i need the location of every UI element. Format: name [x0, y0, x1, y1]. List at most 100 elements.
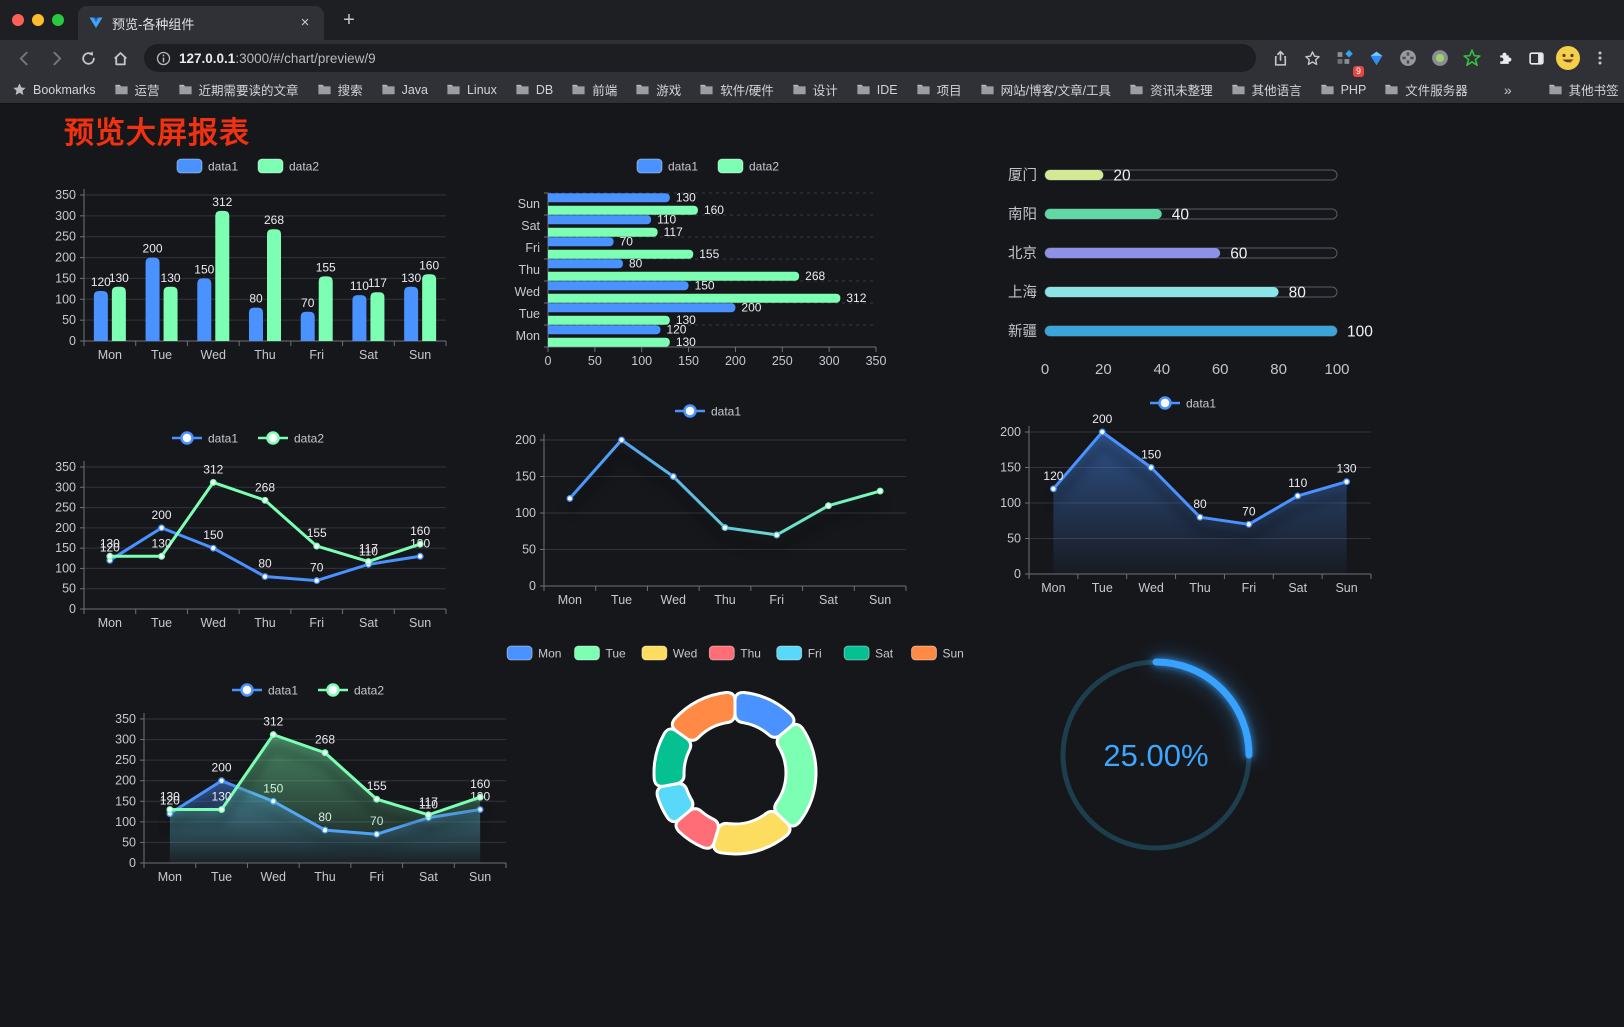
series-data2[interactable]: 130 130 312 268 155 117 160 — [109, 195, 440, 341]
menu-kebab-icon[interactable] — [1586, 44, 1614, 72]
pie-slice-Thu[interactable] — [674, 807, 720, 850]
bookmark-item[interactable]: Linux — [446, 82, 497, 97]
series-data1[interactable]: 120 200 150 80 70 110 130 — [1043, 412, 1357, 574]
svg-text:Sat: Sat — [819, 593, 838, 607]
chart-area-line[interactable]: data1 0 50 100 150 200 Mon Tue Wed Thu Fri Sat Sun 12… — [985, 386, 1385, 609]
bookmark-item[interactable]: 软件/硬件 — [699, 80, 774, 99]
minimize-window-button[interactable] — [32, 14, 44, 26]
legend-item-data2[interactable]: data2 — [257, 158, 319, 174]
zoom-window-button[interactable] — [52, 14, 64, 26]
pie-slice-Fri[interactable] — [655, 782, 695, 824]
new-tab-button[interactable]: + — [343, 9, 355, 31]
legend-item-data1[interactable]: data1 — [636, 158, 698, 174]
series-data1[interactable] — [566, 436, 884, 539]
reload-icon[interactable] — [74, 44, 102, 72]
site-info-icon[interactable] — [156, 51, 171, 66]
chart-progress-bars[interactable]: 厦门 20 南阳 40 北京 60 上海 80 新疆 100 0 20 40 60 80 100 — [985, 149, 1385, 399]
legend-item-data1[interactable]: data1 — [1150, 396, 1216, 411]
bookmark-item[interactable]: 搜索 — [317, 80, 363, 99]
legend-item-Mon[interactable]: Mon — [506, 645, 561, 661]
folder-icon — [793, 84, 806, 95]
chart-legend: data1 data2 — [176, 158, 319, 174]
svg-text:300: 300 — [115, 733, 136, 747]
series-data2[interactable]: 130 130 312 268 155 117 160 — [160, 715, 491, 863]
legend-item-data1[interactable]: data1 — [172, 431, 238, 446]
address-bar[interactable]: 127.0.0.1:3000/#/chart/preview/9 — [144, 44, 1256, 72]
bookmark-star-icon[interactable] — [1298, 44, 1326, 72]
bookmarks-overflow-chevron[interactable]: » — [1503, 81, 1512, 98]
chart-dual-area-line[interactable]: data1 data2 0 50 100 150 200 250 300 350 Mon Tue Wed… — [100, 673, 520, 898]
pie-slice-Wed[interactable] — [712, 809, 792, 856]
chart-ring-gauge[interactable]: 25.00% — [1040, 639, 1272, 876]
legend-item-Sat[interactable]: Sat — [843, 645, 894, 661]
bookmark-item[interactable]: 其他语言 — [1231, 80, 1302, 99]
chart-grouped-bar[interactable]: data1 data2 0 50 100 150 200 250 300 350 Mon Tue Wed… — [40, 149, 460, 376]
pie-slice-Sun[interactable] — [670, 690, 737, 742]
legend-item-data1[interactable]: data1 — [675, 404, 741, 419]
close-tab-icon[interactable]: × — [300, 14, 310, 31]
chart-gradient-line[interactable]: data1 0 50 100 150 200 Mon Tue Wed Thu Fri Sat Sun — [500, 394, 920, 621]
bookmark-item[interactable]: 近期需要读的文章 — [178, 80, 299, 99]
browser-tab[interactable]: 预览-各种组件 × — [78, 6, 324, 40]
bookmark-item[interactable]: PHP — [1320, 82, 1366, 97]
svg-text:120: 120 — [91, 275, 111, 289]
bookmark-label: 软件/硬件 — [720, 84, 774, 98]
pie-slice-Sat[interactable] — [652, 727, 693, 788]
record-extension-icon[interactable] — [1426, 44, 1454, 72]
bookmark-item[interactable]: 项目 — [916, 80, 962, 99]
chart-dual-line[interactable]: data1 data2 0 50 100 150 200 250 300 350 Mon Tue Wed… — [40, 421, 460, 644]
back-icon[interactable] — [10, 44, 38, 72]
bookmark-item[interactable]: 资讯未整理 — [1129, 80, 1213, 99]
chart-donut-pie[interactable]: Mon Tue Wed Thu Fri Sat Sun — [500, 636, 970, 886]
legend-item-Sun[interactable]: Sun — [911, 645, 964, 661]
bookmark-item[interactable]: 运营 — [114, 80, 160, 99]
bookmark-item[interactable]: 网站/博客/文章/工具 — [980, 80, 1111, 99]
legend-item-data1[interactable]: data1 — [232, 683, 298, 698]
series-data2[interactable]: 130 130 312 268 155 117 160 — [100, 462, 431, 565]
legend-item-Wed[interactable]: Wed — [641, 645, 697, 661]
extensions-puzzle-icon[interactable] — [1490, 44, 1518, 72]
other-bookmarks-folder[interactable]: 其他书签 — [1548, 80, 1619, 99]
bookmark-item[interactable]: 游戏 — [635, 80, 681, 99]
gem-extension-icon[interactable] — [1362, 44, 1390, 72]
side-panel-icon[interactable] — [1522, 44, 1550, 72]
bookmark-item[interactable]: 前端 — [571, 80, 617, 99]
legend-item-data2[interactable]: data2 — [318, 683, 384, 698]
series-data1[interactable]: 120 200 150 80 70 110 130 — [91, 242, 422, 341]
bookmarks-manager[interactable]: Bookmarks — [12, 82, 96, 97]
svg-text:300: 300 — [819, 354, 840, 368]
svg-text:Mon: Mon — [158, 870, 182, 884]
bookmark-item[interactable]: 设计 — [792, 80, 838, 99]
legend-item-data2[interactable]: data2 — [717, 158, 779, 174]
progress-row-厦门[interactable]: 厦门 20 — [1008, 167, 1338, 185]
svg-text:117: 117 — [419, 795, 438, 809]
series-data1[interactable]: 120 200 150 80 70 110 130 — [100, 508, 431, 585]
chart-horizontal-bar[interactable]: data1 data2 Sun Sat Fri Thu Wed Tue Mon 0 50 100 150… — [500, 149, 920, 382]
grid-extension-icon[interactable]: 9 — [1330, 44, 1364, 77]
bookmark-item[interactable]: DB — [515, 82, 553, 97]
home-icon[interactable] — [106, 44, 134, 72]
legend-item-Thu[interactable]: Thu — [708, 645, 761, 661]
svg-text:120: 120 — [1043, 469, 1063, 483]
profile-avatar[interactable] — [1554, 44, 1582, 72]
legend-item-data2[interactable]: data2 — [258, 431, 324, 446]
pie-slice-Tue[interactable] — [773, 722, 818, 828]
green-star-extension-icon[interactable] — [1458, 44, 1486, 72]
progress-row-新疆[interactable]: 新疆 100 — [1008, 323, 1373, 341]
forward-icon[interactable] — [42, 44, 70, 72]
close-window-button[interactable] — [12, 14, 24, 26]
folder-icon — [1130, 84, 1143, 95]
wheel-extension-icon[interactable] — [1394, 44, 1422, 72]
bookmark-item[interactable]: IDE — [856, 82, 898, 97]
legend-item-data1[interactable]: data1 — [176, 158, 238, 174]
bookmark-item[interactable]: 文件服务器 — [1384, 80, 1468, 99]
progress-row-上海[interactable]: 上海 80 — [1008, 284, 1338, 302]
series-data2[interactable]: 160 117 155 268 312 130 130 — [548, 203, 867, 349]
progress-row-南阳[interactable]: 南阳 40 — [1008, 206, 1338, 224]
progress-row-北京[interactable]: 北京 60 — [1008, 245, 1338, 263]
legend-item-Tue[interactable]: Tue — [574, 645, 627, 661]
legend-item-Fri[interactable]: Fri — [776, 645, 822, 661]
bookmark-item[interactable]: Java — [381, 82, 428, 97]
share-icon[interactable] — [1266, 44, 1294, 72]
